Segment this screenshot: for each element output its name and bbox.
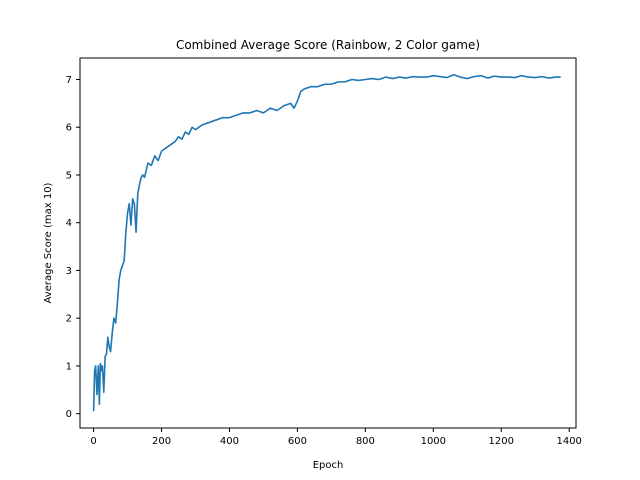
x-tick-label: 1000 (421, 436, 446, 447)
y-tick-label: 2 (66, 314, 72, 325)
y-axis-label: Average Score (max 10) (43, 182, 54, 303)
y-tick-label: 0 (66, 409, 72, 420)
axes-frame (79, 57, 577, 429)
chart-title: Combined Average Score (Rainbow, 2 Color… (176, 38, 480, 52)
y-tick-label: 1 (66, 361, 72, 372)
y-tick-label: 4 (66, 218, 72, 229)
x-tick-label: 600 (288, 436, 307, 447)
x-tick-label: 0 (90, 436, 96, 447)
y-axis: 0 1 2 3 4 5 6 7 (66, 75, 80, 420)
x-axis: 0 200 400 600 800 1000 1200 1400 (90, 428, 582, 447)
x-tick-label: 400 (220, 436, 239, 447)
y-tick-label: 5 (66, 170, 72, 181)
y-tick-label: 3 (66, 266, 72, 277)
x-tick-label: 1200 (489, 436, 514, 447)
x-tick-label: 200 (152, 436, 171, 447)
series-line-0 (92, 73, 561, 412)
x-tick-label: 800 (356, 436, 375, 447)
x-axis-label: Epoch (313, 460, 344, 471)
x-tick-label: 1400 (556, 436, 581, 447)
y-tick-label: 7 (66, 75, 72, 86)
y-tick-label: 6 (66, 123, 72, 134)
